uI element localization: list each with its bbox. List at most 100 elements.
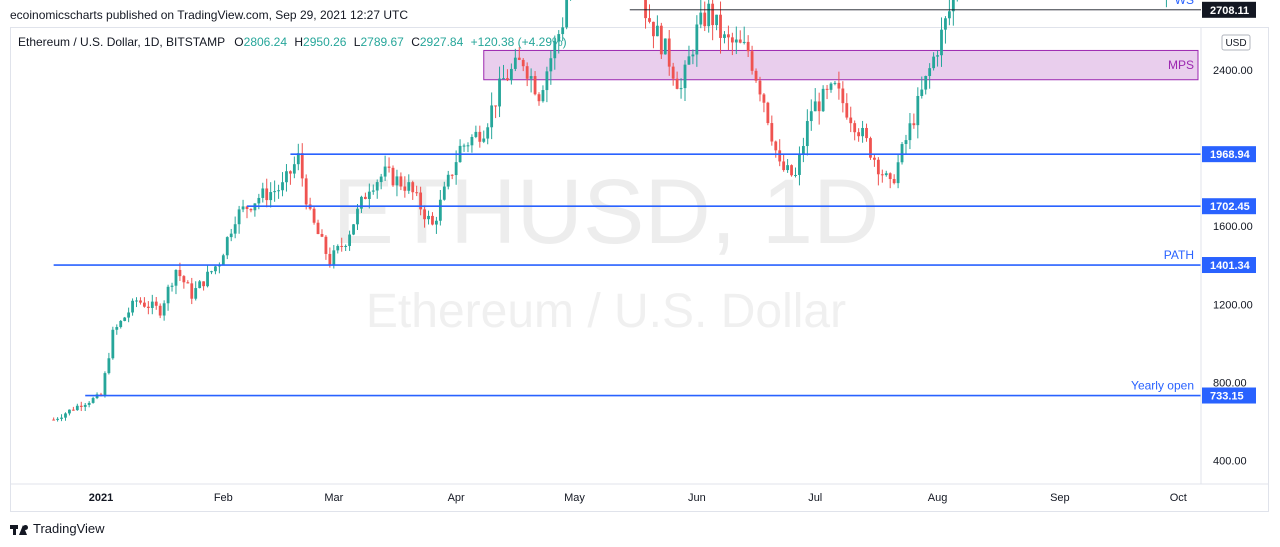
x-tick-label: Apr	[448, 492, 465, 504]
candle-body	[190, 283, 194, 299]
x-tick-label: Jul	[808, 492, 822, 504]
candle-body	[367, 191, 371, 199]
tradingview-logo-icon	[10, 523, 28, 535]
candle-body	[352, 224, 355, 235]
legend-high: 2950.26	[303, 35, 347, 49]
candle-body	[198, 281, 202, 289]
x-tick-label: Mar	[324, 492, 343, 504]
candle-body	[521, 59, 525, 67]
legend-change: +120.38 (+4.29%)	[471, 35, 567, 49]
candle-body	[667, 38, 671, 67]
level-label: Yearly open	[1131, 379, 1194, 393]
candle-body	[336, 245, 340, 251]
candle-body	[865, 127, 868, 139]
candle-body	[407, 182, 411, 191]
candle-body	[513, 57, 517, 69]
candle-body	[158, 305, 162, 316]
candle-body	[494, 105, 497, 107]
level-price-label: 1702.45	[1210, 201, 1250, 213]
candle-body	[383, 166, 387, 177]
candle-body	[924, 75, 928, 90]
chart-frame[interactable]	[10, 27, 1269, 512]
candle-body	[454, 162, 458, 176]
level-label: PATH	[1164, 248, 1194, 262]
candle-body	[565, 0, 569, 28]
candle-body	[533, 76, 537, 95]
candle-body	[103, 373, 107, 396]
candle-body	[549, 58, 553, 72]
candle-body	[648, 18, 651, 22]
candle-body	[754, 70, 758, 81]
currency-badge	[1221, 34, 1251, 51]
candle-body	[951, 0, 955, 12]
candle-body	[798, 154, 801, 175]
candle-body	[265, 188, 269, 201]
candle-body	[210, 271, 213, 273]
candle-body	[947, 11, 951, 19]
candle-body	[837, 82, 841, 89]
candle-body	[742, 41, 746, 43]
candle-body	[371, 190, 375, 192]
y-tick-label: 1200.00	[1213, 299, 1253, 311]
legend-symbol: Ethereum / U.S. Dollar, 1D, BITSTAMP	[18, 35, 225, 49]
candle-body	[821, 88, 825, 112]
candle-body	[64, 413, 67, 418]
level-price-tag	[1202, 146, 1256, 163]
legend-open-label: O	[234, 35, 243, 49]
candle-body	[257, 197, 261, 204]
candle-body	[813, 101, 817, 112]
candle-body	[127, 312, 131, 318]
candle-body	[892, 179, 896, 184]
candle-body	[655, 25, 659, 37]
candle-body	[225, 237, 229, 256]
candle-body	[363, 196, 367, 199]
level-price-tag	[1202, 1, 1256, 18]
x-tick-label: Aug	[928, 492, 948, 504]
level-price-tag	[1202, 387, 1256, 404]
candle-body	[869, 138, 872, 158]
candle-body	[928, 68, 932, 76]
candle-body	[107, 358, 111, 374]
candle-body	[766, 102, 770, 124]
candle-body	[462, 145, 466, 147]
candle-body	[711, 3, 715, 26]
candle-body	[423, 209, 426, 220]
candle-body	[470, 136, 474, 146]
tradingview-footer[interactable]: TradingView	[10, 521, 105, 536]
x-tick-label: Oct	[1170, 492, 1187, 504]
candle-body	[750, 51, 754, 71]
legend-close: 2927.84	[420, 35, 464, 49]
candle-body	[845, 103, 849, 118]
candle-body	[273, 191, 277, 193]
zone-label: MPS	[1168, 58, 1194, 72]
candle-body	[391, 167, 395, 186]
candle-body	[707, 3, 711, 27]
legend-high-label: H	[294, 35, 303, 49]
candle-body	[723, 34, 726, 38]
candle-body	[659, 25, 663, 55]
candle-body	[442, 186, 446, 200]
candle-body	[194, 288, 198, 299]
candle-body	[111, 329, 115, 359]
candle-body	[300, 153, 304, 179]
candle-body	[561, 27, 565, 35]
candle-body	[730, 37, 734, 43]
candle-body	[119, 320, 123, 328]
candle-body	[415, 192, 419, 194]
candle-body	[143, 302, 146, 307]
candle-body	[332, 250, 336, 266]
candle-body	[123, 317, 127, 321]
candle-body	[762, 94, 766, 103]
candle-body	[75, 405, 79, 411]
candle-body	[87, 402, 91, 405]
candle-body	[884, 173, 888, 176]
candle-body	[695, 24, 699, 55]
legend-low: 2789.67	[360, 35, 404, 49]
candle-body	[896, 162, 900, 184]
candle-body	[888, 173, 892, 180]
candle-body	[734, 39, 738, 43]
level-price-label: 2708.11	[1210, 5, 1249, 17]
candle-body	[478, 131, 482, 142]
candle-body	[758, 80, 762, 95]
